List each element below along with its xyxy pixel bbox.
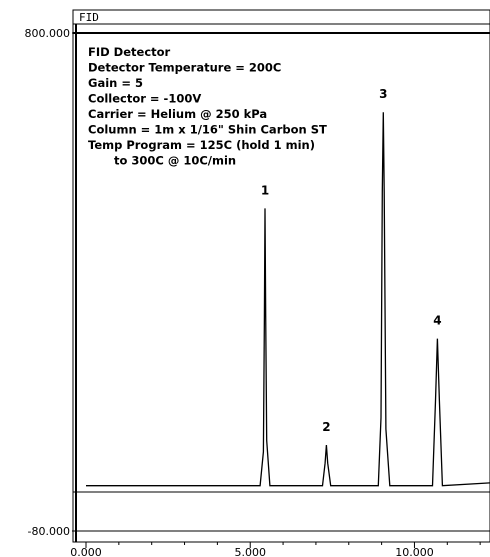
chart-title: FID [79,11,99,24]
x-axis-ticks: 0.000 5.000 10.000 [70,542,481,557]
x-tick-label: 10.000 [395,546,434,557]
annotation-block: FID Detector Detector Temperature = 200CG… [88,45,327,168]
y-tick-label: -80.000 [28,525,70,538]
peak-label: 2 [322,420,330,434]
annotation-line: Temp Program = 125C (hold 1 min) [88,138,315,152]
annotation-line: Gain = 5 [88,76,143,90]
y-axis-ticks: 800.000 -80.000 [25,27,76,538]
annotation-line: Collector = -100V [88,92,201,106]
series-line [86,112,490,487]
x-tick-label: 0.000 [70,546,102,557]
peak-label: 4 [433,314,441,328]
peak-label: 1 [261,183,269,197]
annotation-line: FID Detector [88,45,171,59]
peak-labels: 1 2 3 4 [261,87,442,434]
x-tick-label: 5.000 [234,546,266,557]
peak-label: 3 [379,87,387,101]
annotation-line: Detector Temperature = 200C [88,61,281,75]
annotation-line: Carrier = Helium @ 250 kPa [88,107,267,121]
annotation-line: to 300C @ 10C/min [114,154,236,168]
annotation-line: Column = 1m x 1/16" Shin Carbon ST [88,123,327,137]
y-tick-label: 800.000 [25,27,71,40]
